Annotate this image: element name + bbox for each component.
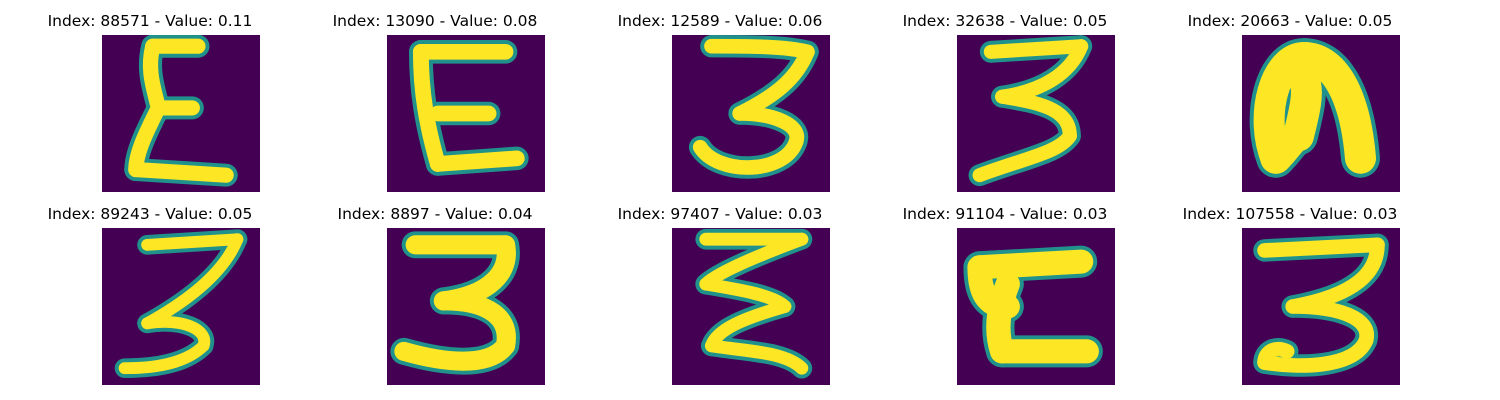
panel-value-label: Value: 0.05	[1305, 12, 1393, 30]
panel-title: Index: 107558 - Value: 0.03	[1140, 205, 1440, 223]
panel-index-label: Index: 97407	[617, 205, 720, 223]
digit-image-svg	[387, 228, 545, 385]
panel-title-separator: -	[149, 12, 166, 30]
image-panel: Index: 13090 - Value: 0.08	[285, 0, 585, 200]
digit-image-svg	[1242, 228, 1400, 385]
panel-title: Index: 13090 - Value: 0.08	[285, 12, 585, 30]
digit-image	[1242, 35, 1400, 192]
glyph-core-stroke	[983, 39, 1089, 59]
panel-value-label: Value: 0.05	[1020, 12, 1108, 30]
panel-index-label: Index: 20663	[1187, 12, 1290, 30]
panel-title-separator: -	[1289, 12, 1306, 30]
glyph-core-stroke	[118, 339, 210, 375]
panel-value-label: Value: 0.04	[445, 205, 533, 223]
panel-title: Index: 89243 - Value: 0.05	[0, 205, 300, 223]
glyph-core-stroke	[972, 128, 1077, 183]
digit-image-svg	[102, 228, 260, 385]
image-panel: Index: 89243 - Value: 0.05	[0, 193, 300, 393]
glyph-core-stroke	[141, 233, 244, 251]
panel-value-label: Value: 0.08	[450, 12, 538, 30]
panel-index-label: Index: 91104	[902, 205, 1005, 223]
glyph-core-stroke	[142, 38, 167, 116]
panel-title: Index: 88571 - Value: 0.11	[0, 12, 300, 30]
glyph-core-stroke	[692, 134, 804, 175]
panel-title-separator: -	[1294, 205, 1311, 223]
glyph-core-stroke	[128, 162, 234, 183]
glyph-core-stroke	[412, 43, 446, 172]
image-panel: Index: 88571 - Value: 0.11	[0, 0, 300, 200]
image-panel: Index: 8897 - Value: 0.04	[285, 193, 585, 393]
panel-title: Index: 20663 - Value: 0.05	[1140, 12, 1440, 30]
panel-title-separator: -	[719, 12, 736, 30]
image-panel: Index: 97407 - Value: 0.03	[570, 193, 870, 393]
digit-image-svg	[957, 228, 1115, 385]
panel-index-label: Index: 8897	[337, 205, 430, 223]
panel-title-separator: -	[719, 205, 736, 223]
panel-title: Index: 12589 - Value: 0.06	[570, 12, 870, 30]
digit-image	[102, 35, 260, 192]
image-panel: Index: 107558 - Value: 0.03	[1140, 193, 1440, 393]
panel-value-label: Value: 0.05	[165, 205, 253, 223]
panel-title-separator: -	[149, 205, 166, 223]
digit-image-svg	[387, 35, 545, 192]
digit-image-svg	[1242, 35, 1400, 192]
panel-index-label: Index: 32638	[902, 12, 1005, 30]
panel-title: Index: 32638 - Value: 0.05	[855, 12, 1155, 30]
glyph-core-stroke	[141, 233, 244, 330]
glyph-core-stroke	[1257, 341, 1295, 370]
glyph-core-stroke	[967, 249, 1094, 280]
panel-value-label: Value: 0.06	[735, 12, 823, 30]
glyph-core-stroke	[705, 339, 809, 375]
digit-image	[102, 228, 260, 385]
panel-value-label: Value: 0.03	[1020, 205, 1108, 223]
digit-image	[957, 228, 1115, 385]
digit-image	[672, 35, 830, 192]
panel-title-separator: -	[1004, 12, 1021, 30]
glyph-core-stroke	[1288, 42, 1377, 174]
image-panel: Index: 20663 - Value: 0.05	[1140, 0, 1440, 200]
digit-image-svg	[672, 35, 830, 192]
glyph-core-stroke	[429, 150, 525, 172]
panel-title: Index: 97407 - Value: 0.03	[570, 205, 870, 223]
image-panel: Index: 12589 - Value: 0.06	[570, 0, 870, 200]
digit-image	[387, 35, 545, 192]
glyph-core-stroke	[995, 89, 1077, 143]
glyph-core-stroke	[1257, 332, 1374, 373]
panel-value-label: Value: 0.03	[735, 205, 823, 223]
glyph-core-stroke	[1257, 237, 1385, 258]
panel-value-label: Value: 0.11	[165, 12, 253, 30]
panel-value-label: Value: 0.03	[1310, 205, 1398, 223]
digit-image	[1242, 228, 1400, 385]
digit-image	[672, 228, 830, 385]
panel-index-label: Index: 13090	[332, 12, 435, 30]
digit-image	[957, 35, 1115, 192]
panel-title-separator: -	[434, 12, 451, 30]
digit-image	[387, 228, 545, 385]
panel-index-label: Index: 107558	[1182, 205, 1295, 223]
panel-title-separator: -	[429, 205, 446, 223]
glyph-core-stroke	[704, 38, 815, 60]
digit-image-svg	[672, 228, 830, 385]
panel-index-label: Index: 88571	[47, 12, 150, 30]
panel-index-label: Index: 89243	[47, 205, 150, 223]
glyph-core-stroke	[394, 336, 516, 371]
panel-title: Index: 91104 - Value: 0.03	[855, 205, 1155, 223]
panel-title-separator: -	[1004, 205, 1021, 223]
glyph-core-stroke	[1260, 120, 1314, 174]
image-panel: Index: 32638 - Value: 0.05	[855, 0, 1155, 200]
digit-image-svg	[957, 35, 1115, 192]
image-panel: Index: 91104 - Value: 0.03	[855, 193, 1155, 393]
digit-image-svg	[102, 35, 260, 192]
panel-index-label: Index: 12589	[617, 12, 720, 30]
panel-title: Index: 8897 - Value: 0.04	[285, 205, 585, 223]
